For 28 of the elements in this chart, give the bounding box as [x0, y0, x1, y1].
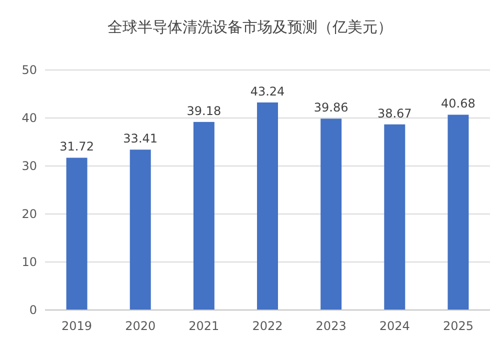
bar [384, 124, 406, 310]
y-tick-label: 50 [22, 63, 37, 77]
data-label: 38.67 [377, 106, 412, 120]
x-tick-label: 2020 [125, 319, 156, 333]
y-tick-label: 0 [29, 303, 37, 317]
bar [257, 102, 278, 310]
bar [130, 150, 151, 310]
bar [448, 114, 469, 310]
data-label: 43.24 [250, 84, 285, 98]
bar [193, 122, 214, 310]
y-tick-label: 10 [22, 255, 37, 269]
x-tick-label: 2024 [379, 319, 410, 333]
data-label: 39.86 [314, 100, 348, 115]
bar [320, 118, 342, 310]
x-tick-label: 2021 [188, 319, 220, 333]
chart-title: 全球半导体清洗设备市场及预测（亿美元） [108, 18, 392, 36]
bar [66, 158, 88, 310]
data-label: 40.68 [441, 96, 476, 111]
y-tick-label: 20 [22, 207, 37, 221]
data-label: 39.18 [186, 104, 222, 118]
y-tick-label: 30 [22, 159, 37, 173]
x-tick-label: 2025 [442, 319, 474, 333]
x-tick-label: 2022 [252, 319, 283, 333]
x-tick-label: 2019 [62, 319, 92, 333]
x-tick-label: 2023 [316, 319, 346, 333]
data-label: 33.41 [123, 132, 158, 146]
data-label: 31.72 [60, 140, 94, 154]
y-tick-label: 40 [22, 111, 37, 125]
